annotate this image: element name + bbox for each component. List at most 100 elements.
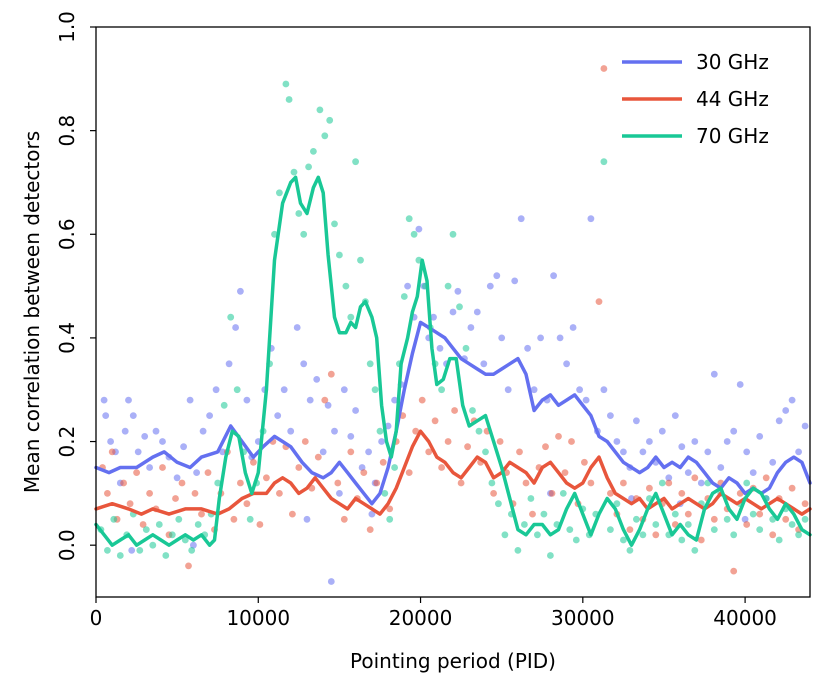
scatter-point-44ghz (665, 479, 673, 487)
scatter-point-30ghz (511, 277, 519, 285)
scatter-point-30ghz (313, 376, 321, 383)
scatter-point-30ghz (665, 474, 673, 482)
scatter-point-30ghz (620, 448, 627, 456)
scatter-point-70ghz (276, 189, 283, 197)
scatter-point-44ghz (120, 479, 127, 487)
scatter-point-30ghz (237, 287, 244, 295)
scatter-point-70ghz (227, 313, 235, 321)
scatter-point-70ghz (326, 116, 334, 124)
scatter-point-30ghz (368, 510, 376, 518)
scatter-point-44ghz (762, 474, 770, 482)
scatter-point-30ghz (193, 469, 201, 476)
scatter-point-30ghz (436, 344, 444, 352)
scatter-point-30ghz (556, 334, 564, 342)
scatter-point-70ghz (743, 479, 751, 487)
scatter-point-44ghz (295, 464, 303, 471)
scatter-point-30ghz (756, 433, 764, 440)
scatter-point-30ghz (717, 464, 725, 471)
scatter-point-44ghz (256, 521, 264, 528)
scatter-point-30ghz (225, 360, 233, 368)
scatter-point-44ghz (230, 515, 238, 523)
scatter-point-44ghz (431, 417, 439, 425)
scatter-point-44ghz (697, 536, 705, 544)
scatter-point-44ghz (108, 448, 116, 456)
scatter-point-44ghz (684, 510, 692, 518)
scatter-point-44ghz (743, 521, 751, 528)
scatter-point-70ghz (168, 531, 176, 539)
scatter-point-70ghz (678, 536, 686, 544)
scatter-point-70ghz (162, 552, 170, 559)
scatter-point-30ghz (219, 448, 227, 456)
scatter-point-70ghz (488, 479, 496, 487)
scatter-point-44ghz (782, 515, 790, 523)
scatter-point-44ghz (340, 515, 348, 523)
x-axis-label: Pointing period (PID) (350, 649, 556, 673)
scatter-point-44ghz (243, 500, 251, 508)
scatter-point-44ghz (555, 433, 562, 440)
scatter-point-30ghz (340, 386, 348, 394)
scatter-point-44ghz (652, 531, 660, 539)
scatter-point-30ghz (678, 443, 686, 451)
scatter-point-30ghz (336, 490, 343, 497)
scatter-point-44ghz (250, 458, 257, 466)
scatter-point-44ghz (801, 500, 809, 508)
scatter-point-70ghz (104, 547, 111, 554)
scatter-point-70ghz (444, 282, 452, 290)
scatter-point-30ghz (134, 448, 142, 456)
scatter-point-30ghz (467, 324, 475, 331)
scatter-point-30ghz (100, 396, 108, 404)
y-tick-label: 0.2 (55, 426, 79, 458)
scatter-point-30ghz (628, 495, 635, 502)
scatter-point-44ghz (379, 458, 387, 466)
scatter-point-70ghz (386, 515, 394, 523)
scatter-point-30ghz (128, 547, 136, 554)
x-tick-label: 30000 (551, 606, 615, 630)
scatter-point-30ghz (723, 438, 731, 445)
scatter-point-70ghz (600, 158, 608, 166)
scatter-point-30ghz (430, 313, 437, 321)
scatter-point-70ghz (347, 313, 355, 321)
scatter-point-70ghz (607, 526, 614, 533)
scatter-point-30ghz (480, 360, 488, 368)
scatter-point-30ghz (704, 448, 712, 456)
scatter-point-70ghz (620, 536, 627, 544)
scatter-point-70ghz (366, 360, 374, 368)
scatter-point-30ghz (306, 396, 314, 404)
scatter-point-30ghz (152, 427, 160, 435)
scatter-point-30ghz (454, 287, 462, 295)
scatter-point-44ghz (327, 370, 335, 378)
scatter-point-70ghz (246, 515, 254, 523)
scatter-point-70ghz (352, 158, 359, 166)
scatter-point-30ghz (190, 541, 197, 549)
scatter-point-30ghz (378, 438, 385, 445)
scatter-point-70ghz (290, 168, 298, 176)
scatter-point-44ghz (607, 490, 614, 497)
scatter-point-30ghz (415, 225, 423, 233)
scatter-point-44ghz (360, 469, 368, 476)
scatter-point-30ghz (107, 438, 114, 445)
scatter-point-70ghz (801, 515, 809, 523)
scatter-point-30ghz (498, 334, 506, 342)
scatter-point-44ghz (529, 510, 536, 518)
scatter-point-44ghz (146, 490, 154, 497)
scatter-point-70ghz (449, 230, 457, 238)
scatter-point-30ghz (391, 396, 398, 404)
scatter-point-30ghz (384, 422, 392, 430)
scatter-point-70ghz (214, 479, 222, 487)
scatter-point-44ghz (237, 479, 244, 487)
scatter-point-44ghz (496, 438, 504, 445)
scatter-point-30ghz (600, 386, 608, 394)
scatter-point-30ghz (331, 427, 338, 435)
scatter-point-44ghz (581, 458, 588, 466)
scatter-point-70ghz (710, 526, 718, 533)
scatter-point-44ghz (104, 490, 111, 497)
scatter-point-44ghz (386, 505, 394, 513)
scatter-point-70ghz (316, 106, 324, 114)
scatter-point-44ghz (620, 479, 627, 487)
scatter-point-70ghz (381, 490, 389, 497)
scatter-point-70ghz (723, 515, 731, 523)
scatter-point-44ghz (710, 515, 718, 523)
scatter-point-44ghz (522, 479, 530, 487)
scatter-point-44ghz (457, 479, 465, 487)
scatter-point-70ghz (336, 251, 343, 259)
